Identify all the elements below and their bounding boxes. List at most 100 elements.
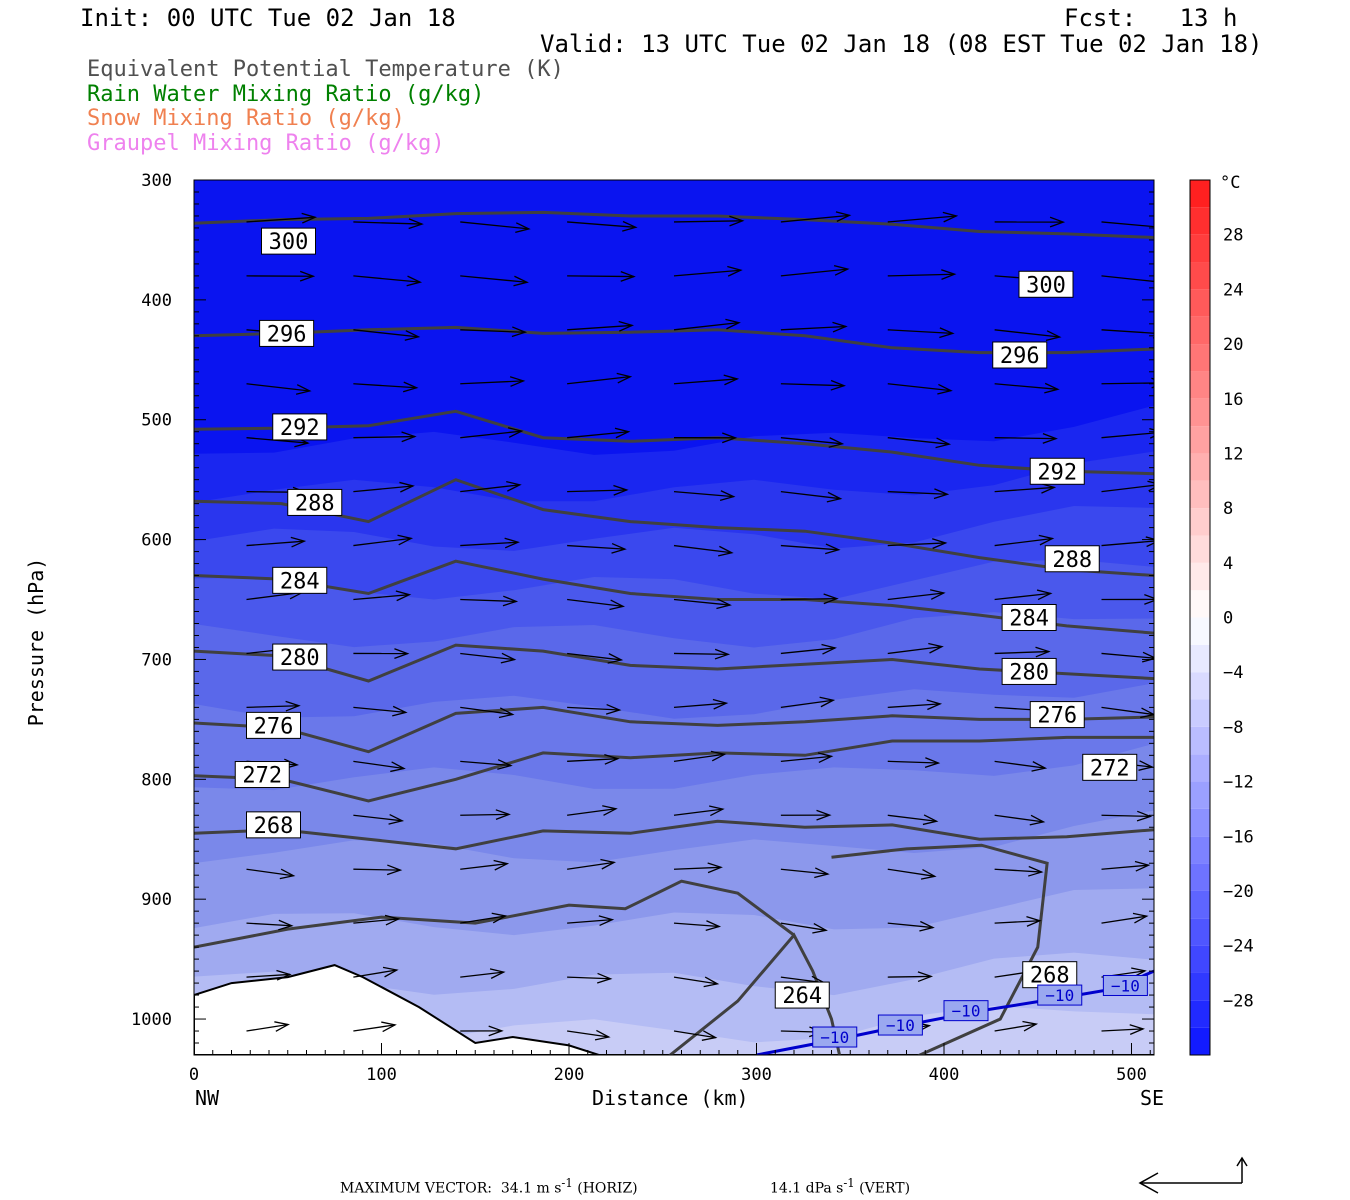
wind-vector-head	[701, 1030, 718, 1041]
wind-vector	[460, 760, 511, 767]
wind-vector-head	[613, 484, 629, 496]
wind-vector	[887, 645, 943, 655]
wind-vector-head	[278, 919, 294, 931]
wind-vector	[246, 383, 310, 392]
wind-vector-head	[725, 318, 741, 330]
colorbar-unit: °C	[1220, 173, 1240, 193]
theta-e-contour-284	[194, 559, 1154, 635]
wind-vector-head	[1036, 589, 1053, 601]
wind-vector-head	[382, 966, 399, 978]
colorbar-swatch	[1190, 535, 1210, 563]
colorbar-swatch	[1190, 426, 1210, 454]
wind-vector-head	[620, 271, 636, 282]
wind-vector-head	[830, 379, 846, 391]
theta-e-contour-288	[194, 478, 1154, 577]
wind-vector-head	[498, 707, 515, 719]
wind-vector	[673, 1030, 716, 1039]
colorbar-swatch	[1190, 180, 1210, 208]
wind-vector-head	[1040, 482, 1057, 494]
contour-label-box	[246, 811, 301, 839]
wind-vector	[353, 435, 415, 439]
theta-e-contour-292	[194, 409, 1154, 476]
x-axis-right-end: SE	[1140, 1086, 1165, 1110]
colorbar-swatch	[1190, 207, 1210, 235]
wind-vector	[994, 329, 1060, 338]
isotherm-label: −10	[952, 1002, 981, 1021]
wind-vector	[353, 918, 399, 924]
temperature-shading	[194, 180, 1154, 1055]
wind-vector	[353, 814, 403, 822]
wind-vector	[887, 703, 941, 709]
wind-vector-head	[828, 437, 845, 448]
wind-vector	[460, 430, 522, 439]
wind-vector	[567, 598, 624, 608]
wind-vector	[460, 598, 517, 603]
contour-label-272: 272	[1090, 756, 1130, 781]
wind-vector-head	[714, 648, 731, 660]
reference-vector	[1138, 1156, 1248, 1194]
wind-vector-head	[942, 211, 959, 223]
wind-vector-head	[511, 326, 528, 338]
x-tick-label: 500	[1116, 1065, 1147, 1085]
vert-suffix: (VERT)	[854, 1180, 911, 1197]
wind-vector-head	[611, 542, 627, 554]
colorbar-swatch	[1190, 863, 1210, 891]
wind-vector-head	[1035, 646, 1051, 658]
wind-vector-head	[509, 376, 526, 387]
wind-vector	[460, 813, 510, 816]
colorbar-swatch	[1190, 562, 1210, 591]
colorbar-tick-label: 8	[1223, 499, 1233, 519]
contour-label-box	[1029, 457, 1085, 485]
wind-vector	[780, 922, 827, 931]
ref-vector-vert-head	[1236, 1156, 1248, 1167]
wind-vector-head	[712, 698, 729, 710]
contour-label-box	[1018, 270, 1074, 298]
wind-vector-head	[495, 809, 511, 821]
contour-label-264: 264	[782, 984, 822, 1009]
contour-label-284: 284	[280, 569, 320, 594]
wind-vector	[567, 489, 627, 493]
wind-vector	[887, 273, 955, 277]
x-tick-label: 300	[741, 1065, 772, 1085]
wind-vector	[673, 922, 720, 928]
forecast-hour: Fcst: 13 h	[1064, 4, 1238, 32]
wind-vector	[1101, 814, 1151, 818]
wind-vector-head	[386, 864, 403, 876]
wind-vector	[994, 592, 1051, 601]
wind-vector-head	[937, 383, 953, 395]
wind-vector-head	[929, 589, 946, 600]
colorbar-tick-label: −16	[1223, 827, 1254, 847]
wind-vector	[353, 221, 422, 225]
wind-vector-head	[392, 705, 408, 717]
wind-vector	[246, 922, 292, 927]
wind-vector	[353, 485, 414, 493]
wind-vector	[780, 490, 841, 500]
x-tick-label: 400	[929, 1065, 960, 1085]
wind-vector	[887, 760, 939, 764]
wind-vector	[353, 760, 405, 770]
contour-label-box	[1029, 701, 1085, 729]
wind-vector-head	[933, 488, 950, 500]
wind-vector-head	[941, 269, 957, 280]
wind-vector	[460, 915, 506, 924]
wind-vector-head	[614, 427, 631, 439]
contour-label-box	[1001, 604, 1057, 631]
wind-vector-head	[598, 915, 615, 927]
theta-e-contour-268-lower	[194, 879, 795, 949]
y-tick-label: 300	[141, 171, 172, 191]
wind-vector	[994, 650, 1049, 655]
wind-vector-head	[917, 971, 934, 983]
wind-vector	[1101, 706, 1154, 716]
wind-vector	[780, 268, 848, 277]
wind-vector	[567, 431, 629, 439]
wind-vector-head	[605, 703, 622, 715]
colorbar-tick-label: −20	[1223, 882, 1254, 902]
wind-vector	[994, 814, 1044, 823]
wind-vector-head	[1038, 534, 1055, 546]
wind-vector	[567, 376, 631, 385]
wind-vector-head	[607, 653, 624, 664]
wind-vector-head	[618, 320, 635, 332]
colorbar-swatch	[1190, 699, 1210, 727]
init-time: Init: 00 UTC Tue 02 Jan 18	[80, 4, 456, 32]
wind-vector-head	[727, 265, 743, 277]
